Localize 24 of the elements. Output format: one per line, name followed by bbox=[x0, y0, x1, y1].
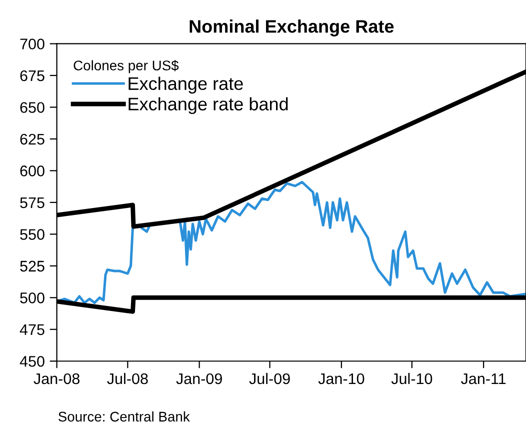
y-tick-label: 525 bbox=[20, 260, 44, 272]
x-tick-label: Jan-09 bbox=[176, 373, 222, 384]
x-tick-label: Jul-09 bbox=[249, 372, 290, 384]
chart-title: Nominal Exchange Rate bbox=[190, 20, 394, 36]
y-tick-label: 500 bbox=[20, 292, 44, 304]
y-tick-label: 475 bbox=[20, 324, 44, 336]
legend-title: Colones per US$ bbox=[74, 60, 179, 74]
y-tick-label: 625 bbox=[20, 134, 44, 145]
x-tick-label: Jan-08 bbox=[34, 373, 80, 384]
legend-label: Exchange rate bbox=[128, 76, 243, 94]
y-tick-label: 675 bbox=[20, 70, 44, 82]
source-note: Source: Central Bank bbox=[58, 411, 190, 422]
y-tick-label: 575 bbox=[20, 197, 44, 208]
line-series bbox=[56, 180, 526, 304]
y-tick-label: 450 bbox=[20, 356, 44, 367]
x-tick-label: Jan-10 bbox=[318, 373, 364, 384]
legend-label: Exchange rate band bbox=[128, 97, 288, 114]
x-tick-label: Jul-10 bbox=[391, 372, 432, 384]
y-tick-label: 550 bbox=[20, 229, 44, 240]
x-tick-label: Jan-11 bbox=[461, 373, 506, 384]
x-tick-label: Jul-08 bbox=[107, 372, 148, 384]
y-tick-label: 600 bbox=[20, 166, 44, 176]
y-tick-label: 650 bbox=[20, 102, 44, 113]
y-tick-label: 700 bbox=[20, 38, 44, 50]
